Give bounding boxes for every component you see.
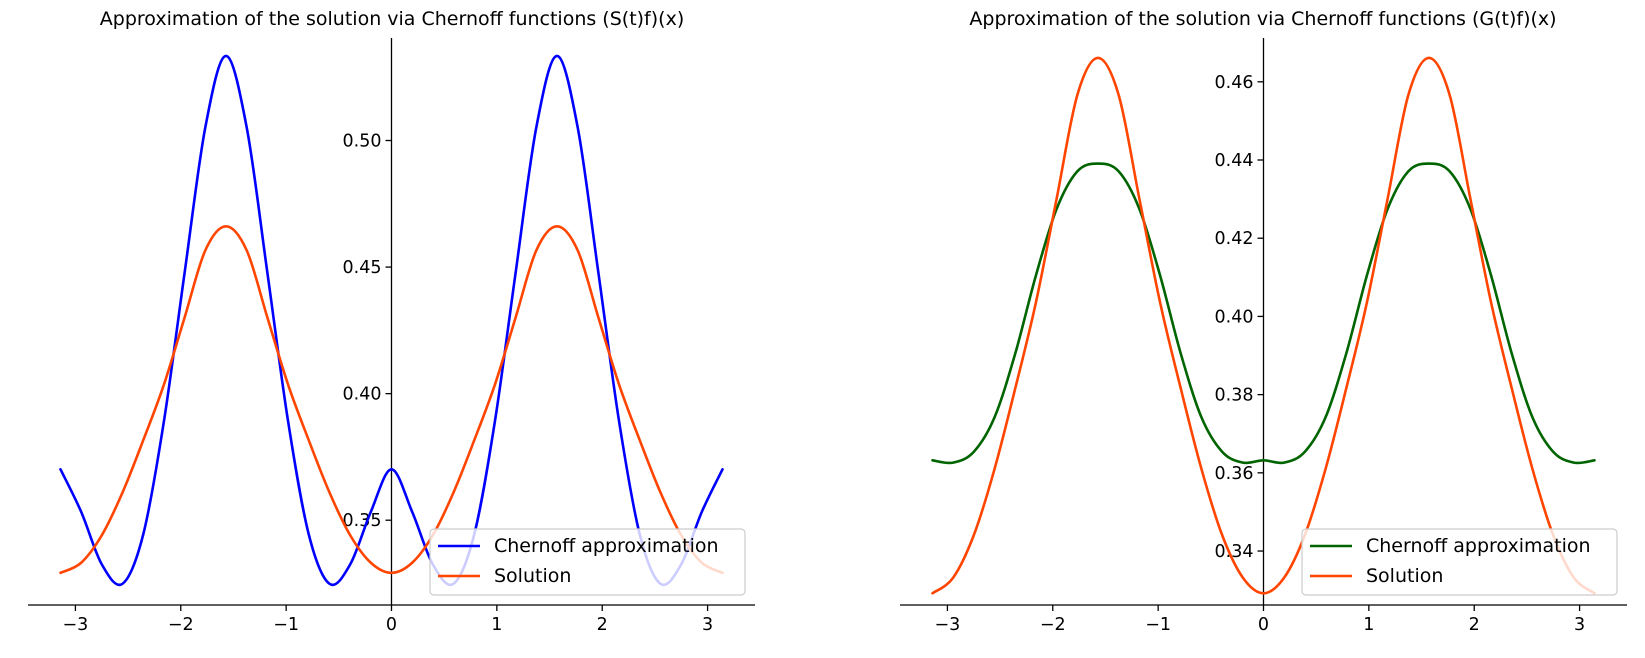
x-tick-label: 3 (1574, 615, 1585, 635)
x-tick-label: 0 (386, 615, 397, 635)
x-tick-label: −2 (168, 615, 194, 635)
series-line-chernoff-approximation (931, 162, 1596, 465)
x-tick-label: 3 (702, 615, 713, 635)
x-tick-label: 2 (1469, 615, 1480, 635)
y-tick-label: 0.34 (1215, 542, 1254, 562)
x-tick-label: 1 (1363, 615, 1374, 635)
axes: −3 −2 −1 0 1 2 3 0.34 0.36 0.38 0.40 0.42 0.44 0.46 (900, 38, 1627, 635)
y-tick-label: 0.38 (1215, 386, 1254, 406)
x-tick-label: 0 (1258, 615, 1269, 635)
legend: Chernoff approximation Solution (1301, 528, 1618, 596)
x-tick-label: −2 (1040, 615, 1066, 635)
legend-label-chernoff: Chernoff approximation (494, 535, 719, 557)
x-tick-label: −1 (1145, 615, 1171, 635)
series-line-solution (931, 56, 1596, 595)
legend: Chernoff approximation Solution (429, 528, 746, 596)
legend-box (1301, 528, 1618, 596)
y-tick-label: 0.36 (1215, 464, 1254, 484)
y-tick-label: 0.46 (1215, 73, 1254, 93)
x-tick-label: −1 (273, 615, 299, 635)
y-tick-label: 0.44 (1215, 151, 1254, 171)
legend-label-solution: Solution (1366, 565, 1443, 587)
x-tick-label: 2 (597, 615, 608, 635)
series-layer (931, 56, 1596, 595)
series-line-chernoff-approximation (59, 54, 724, 587)
axes: −3 −2 −1 0 1 2 3 0.35 0.40 0.45 0.50 (28, 38, 755, 635)
series-line-solution (59, 225, 724, 575)
chart-chernoff-g: Approximation of the solution via Cherno… (900, 8, 1627, 635)
chart-title: Approximation of the solution via Cherno… (100, 8, 684, 30)
y-tick-label: 0.45 (343, 258, 382, 278)
x-tick-label: −3 (935, 615, 961, 635)
y-tick-label: 0.40 (343, 385, 382, 405)
legend-label-solution: Solution (494, 565, 571, 587)
y-tick-label: 0.50 (343, 132, 382, 152)
x-tick-label: −3 (63, 615, 89, 635)
x-tick-label: 1 (491, 615, 502, 635)
chart-chernoff-s: Approximation of the solution via Cherno… (28, 8, 755, 635)
legend-box (429, 528, 746, 596)
y-tick-label: 0.35 (343, 511, 382, 531)
y-tick-label: 0.42 (1215, 229, 1254, 249)
y-tick-label: 0.40 (1215, 307, 1254, 327)
chart-title: Approximation of the solution via Cherno… (969, 8, 1556, 30)
legend-label-chernoff: Chernoff approximation (1366, 535, 1591, 557)
series-layer (59, 54, 724, 587)
